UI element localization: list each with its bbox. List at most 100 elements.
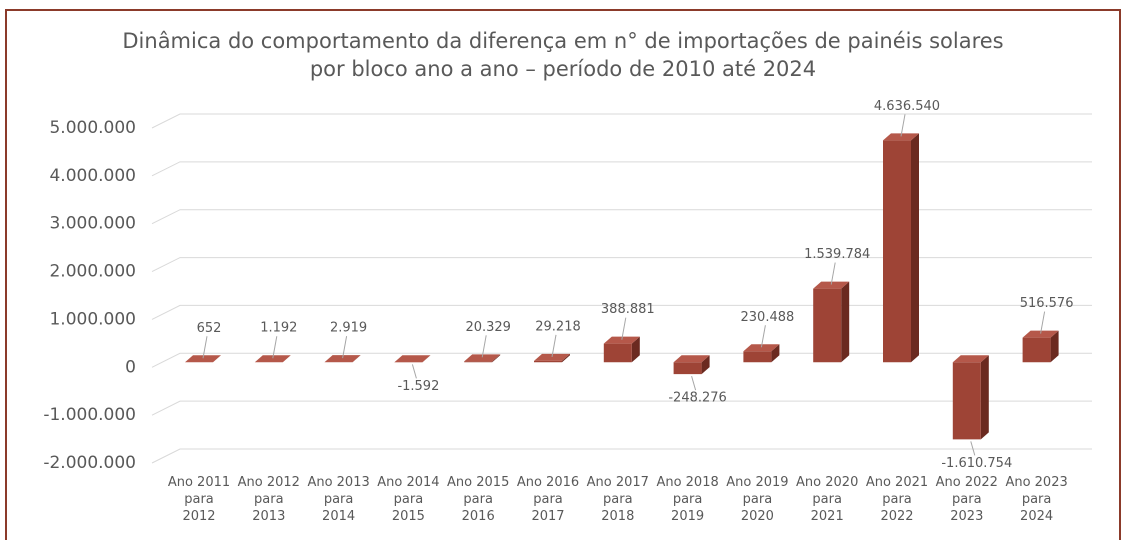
- bar-front: [534, 360, 562, 363]
- y-tick-label: 5.000.000: [49, 118, 136, 138]
- bar-side: [1050, 330, 1059, 363]
- bar-top: [324, 355, 361, 363]
- bar: [952, 355, 989, 440]
- x-tick-label: Ano 2013 para 2014: [307, 475, 369, 524]
- leader-line: [272, 336, 278, 359]
- bar-side: [562, 353, 570, 363]
- bar-front: [603, 343, 632, 363]
- x-tick-label: Ano 2012 para 2013: [238, 475, 300, 524]
- data-label: -1.592: [397, 379, 439, 394]
- bar-side: [492, 354, 501, 363]
- bar-side: [352, 355, 361, 363]
- leader-line: [830, 262, 836, 285]
- y-tick-label: -2.000.000: [43, 453, 136, 473]
- bar-top: [603, 336, 640, 344]
- grid-line: [151, 448, 1092, 464]
- bar-top: [743, 344, 780, 352]
- grid-line: [151, 400, 1092, 416]
- bar-top: [534, 353, 570, 361]
- data-label: 29.218: [535, 319, 581, 334]
- bar: [324, 355, 361, 363]
- bar-side: [213, 355, 221, 363]
- bar-top: [254, 355, 291, 363]
- x-tick-label: Ano 2014 para 2015: [377, 475, 439, 524]
- bar-side: [422, 355, 431, 363]
- bar: [394, 355, 431, 363]
- bar-top: [673, 355, 710, 363]
- bar-front: [1022, 337, 1051, 363]
- leader-line: [900, 114, 906, 137]
- bar: [673, 355, 710, 375]
- x-tick-label: Ano 2021 para 2022: [866, 475, 928, 524]
- leader-line: [1040, 311, 1046, 334]
- leader-line: [621, 317, 627, 340]
- bar-side: [701, 355, 710, 375]
- y-tick-label: 0: [125, 357, 136, 377]
- data-label: -1.610.754: [941, 456, 1012, 471]
- leader-line: [691, 376, 697, 391]
- bar-top: [1022, 330, 1059, 338]
- x-tick-label: Ano 2019 para 2020: [726, 475, 788, 524]
- bar-front: [813, 288, 842, 363]
- x-tick-label: Ano 2020 para 2021: [796, 475, 858, 524]
- leader-line: [970, 441, 976, 456]
- bar-side: [911, 133, 919, 363]
- bar-front: [743, 351, 772, 363]
- y-tick-label: 4.000.000: [49, 166, 136, 186]
- y-tick-label: -1.000.000: [43, 405, 136, 425]
- grid-line: [151, 209, 1092, 225]
- x-tick-label: Ano 2011 para 2012: [168, 475, 230, 524]
- bar-top: [185, 355, 221, 363]
- bar-top: [394, 355, 431, 363]
- leader-line: [760, 325, 766, 348]
- bar: [534, 353, 570, 363]
- bar-side: [631, 336, 640, 363]
- bar-side: [980, 355, 989, 440]
- x-tick-label: Ano 2016 para 2017: [517, 475, 579, 524]
- data-label: 652: [197, 321, 222, 336]
- data-label: -248.276: [668, 391, 726, 406]
- bar-top: [952, 355, 989, 363]
- data-label: 1.539.784: [804, 247, 870, 262]
- bar-front: [883, 140, 911, 363]
- leader-line: [202, 336, 208, 359]
- bar: [254, 355, 291, 363]
- x-tick-label: Ano 2017 para 2018: [587, 475, 649, 524]
- leader-line: [481, 335, 487, 358]
- bar-front: [952, 362, 981, 440]
- grid-line: [151, 161, 1092, 177]
- chart-frame: [5, 9, 1121, 540]
- chart-title: Dinâmica do comportamento da diferença e…: [122, 29, 1003, 81]
- grid-line: [151, 113, 1092, 129]
- bar: [185, 355, 221, 363]
- bar: [743, 344, 780, 363]
- grid-line: [151, 352, 1092, 368]
- data-label: 1.192: [260, 321, 297, 336]
- data-label: 516.576: [1020, 296, 1074, 311]
- data-label: 4.636.540: [874, 99, 940, 114]
- bar-top: [464, 354, 501, 362]
- bar-top: [813, 281, 850, 289]
- x-tick-label: Ano 2023 para 2024: [1005, 475, 1067, 524]
- bar: [603, 336, 640, 363]
- bar: [883, 133, 919, 363]
- x-tick-label: Ano 2018 para 2019: [656, 475, 718, 524]
- bar-side: [771, 344, 780, 363]
- bar-front: [673, 362, 702, 375]
- y-tick-label: 1.000.000: [49, 309, 136, 329]
- y-tick-label: 3.000.000: [49, 214, 136, 234]
- bar-front: [464, 361, 493, 363]
- leader-line: [342, 336, 348, 359]
- data-label: 20.329: [465, 320, 511, 335]
- x-tick-label: Ano 2015 para 2016: [447, 475, 509, 524]
- x-tick-label: Ano 2022 para 2023: [936, 475, 998, 524]
- bar: [813, 281, 850, 363]
- bar: [1022, 330, 1059, 363]
- data-label: 388.881: [601, 302, 655, 317]
- bar-side: [841, 281, 850, 363]
- data-label: 230.488: [741, 310, 795, 325]
- grid-line: [151, 304, 1092, 320]
- leader-line: [551, 334, 557, 357]
- bar-side: [282, 355, 291, 363]
